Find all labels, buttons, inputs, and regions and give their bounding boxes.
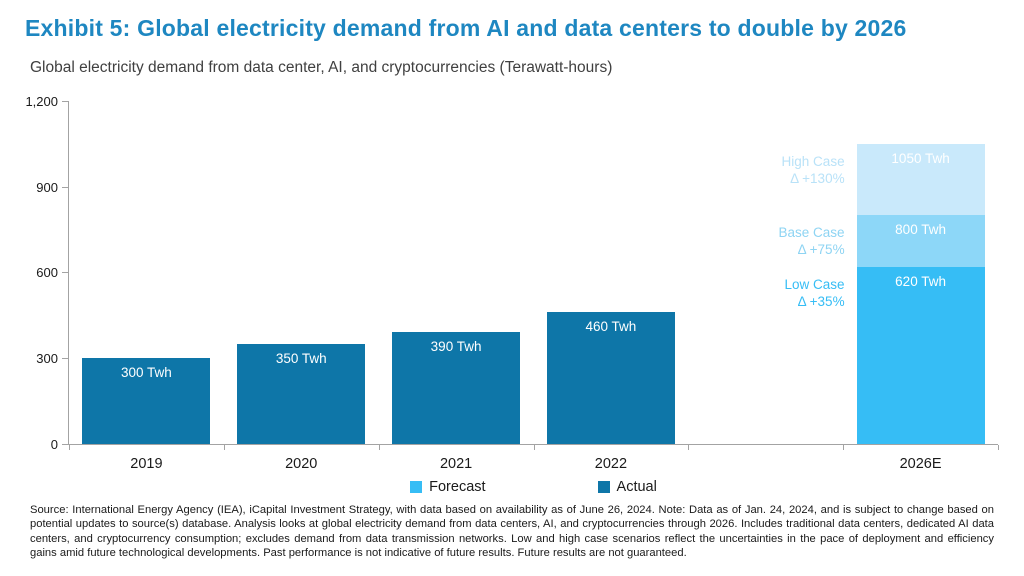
legend-swatch-forecast: [410, 481, 423, 493]
chart-legend: Forecast Actual: [69, 479, 998, 495]
y-axis-tick-label: 300: [36, 351, 58, 367]
y-axis-line: [68, 100, 69, 445]
y-axis-tick: [62, 100, 68, 102]
forecast-segment-low-case: [856, 266, 985, 444]
y-axis-tick: [62, 186, 68, 188]
y-axis-tick-label: 600: [36, 265, 58, 281]
x-axis-tick: [378, 445, 380, 450]
x-axis-tick-label: 2020: [285, 456, 318, 472]
x-axis-tick: [69, 445, 70, 450]
forecast-segment-value-label: 1050 Twh: [891, 150, 950, 166]
actual-bar-2021: [392, 332, 521, 444]
exhibit-title: Exhibit 5: Global electricity demand fro…: [25, 15, 907, 41]
case-annotation-delta: Δ +130%: [790, 170, 845, 186]
y-axis-tick: [62, 272, 68, 274]
actual-bar-2022: [546, 312, 675, 444]
case-annotation-low-case: Low Case Δ +35%: [695, 276, 845, 310]
case-annotation-high-case: High Case Δ +130%: [695, 153, 845, 187]
x-axis-tick: [688, 445, 690, 450]
x-axis-tick-label: 2021: [439, 456, 473, 472]
case-annotation-name: High Case: [781, 153, 845, 169]
case-annotation-base-case: Base Case Δ +75%: [695, 224, 845, 258]
case-annotation-delta: Δ +35%: [797, 293, 845, 309]
actual-bar-value-label: 460 Twh: [585, 319, 637, 335]
chart-subtitle: Global electricity demand from data cent…: [30, 59, 613, 76]
actual-bar-value-label: 350 Twh: [275, 350, 327, 366]
x-axis-tick-label: 2022: [594, 456, 628, 472]
actual-bar-2019: [82, 358, 211, 444]
x-axis-tick: [843, 445, 845, 450]
source-note: Source: International Energy Agency (IEA…: [30, 504, 994, 560]
x-axis-line: [63, 444, 998, 445]
legend-item-forecast: Forecast: [410, 479, 486, 495]
case-annotation-delta: Δ +75%: [797, 242, 845, 258]
legend-swatch-actual: [597, 481, 610, 493]
actual-bar-value-label: 390 Twh: [430, 339, 482, 355]
forecast-segment-base-case: [856, 215, 985, 267]
y-axis-tick: [62, 358, 68, 360]
x-axis-tick: [223, 445, 225, 450]
x-axis-tick-label: 2026E: [899, 456, 942, 472]
forecast-segment-value-label: 620 Twh: [895, 273, 946, 289]
y-axis-tick: [62, 444, 68, 445]
y-axis-tick-label: 1,200: [25, 93, 58, 109]
actual-bar-2020: [237, 343, 366, 444]
legend-label-forecast: Forecast: [429, 479, 486, 495]
actual-bar-value-label: 300 Twh: [121, 365, 172, 381]
y-axis-tick-label: 900: [36, 179, 58, 195]
case-annotation-name: Base Case: [778, 225, 845, 241]
case-annotation-name: Low Case: [784, 276, 845, 292]
legend-label-actual: Actual: [616, 479, 657, 495]
x-axis-tick: [998, 445, 999, 450]
x-axis-tick-label: 2019: [130, 456, 163, 472]
forecast-segment-value-label: 800 Twh: [895, 222, 946, 238]
legend-item-actual: Actual: [597, 479, 657, 495]
x-axis-tick: [533, 445, 535, 450]
y-axis-tick-label: 0: [50, 437, 58, 452]
forecast-segment-high-case: [856, 143, 985, 216]
